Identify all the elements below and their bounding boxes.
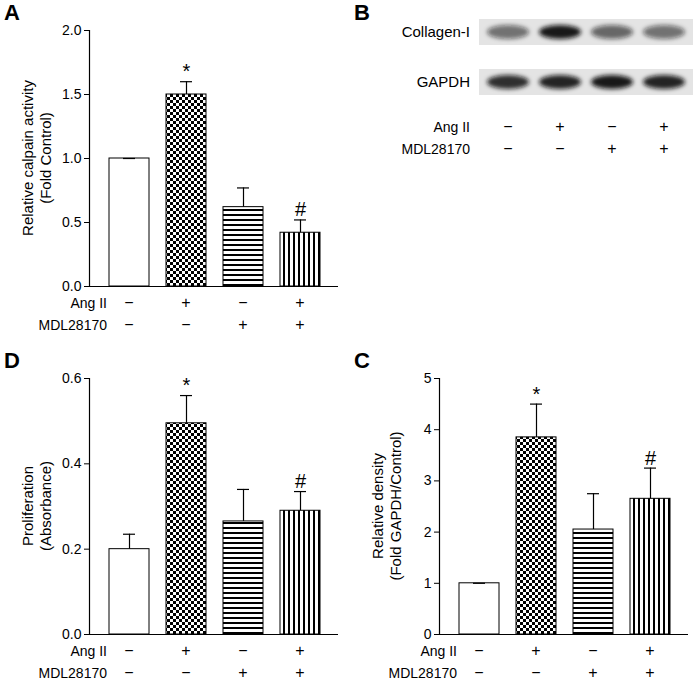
svg-text:+: + (531, 642, 540, 659)
svg-text:*: * (183, 60, 191, 82)
svg-text:0.2: 0.2 (62, 541, 82, 557)
svg-text:+: + (607, 140, 616, 157)
svg-text:−: − (124, 294, 133, 311)
html-text:B: B (354, 0, 370, 25)
svg-text:−: − (238, 294, 247, 311)
svg-text:+: + (645, 642, 654, 659)
svg-text:−: − (555, 140, 564, 157)
svg-text:1.5: 1.5 (62, 86, 82, 102)
svg-text:Ang II: Ang II (70, 295, 107, 311)
svg-text:5: 5 (424, 370, 432, 386)
svg-text:−: − (238, 642, 247, 659)
html-text:D: D (4, 348, 20, 373)
svg-text:+: + (238, 664, 247, 681)
svg-text:+: + (588, 664, 597, 681)
svg-text:Ang II: Ang II (433, 119, 470, 135)
svg-text:+: + (645, 664, 654, 681)
html-text:A: A (4, 0, 20, 25)
svg-text:−: − (474, 664, 483, 681)
svg-text:Collagen-I: Collagen-I (402, 23, 470, 40)
svg-text:0.0: 0.0 (62, 278, 82, 294)
svg-text:Proliferation(Absorbance): Proliferation(Absorbance) (19, 461, 54, 551)
svg-text:+: + (555, 118, 564, 135)
svg-text:+: + (181, 294, 190, 311)
svg-text:1: 1 (424, 575, 432, 591)
svg-text:#: # (645, 447, 657, 469)
svg-text:*: * (183, 374, 191, 396)
svg-text:−: − (503, 118, 512, 135)
svg-text:+: + (295, 294, 304, 311)
svg-text:−: − (588, 642, 597, 659)
svg-text:0: 0 (424, 626, 432, 642)
svg-text:Relative calpain activity(Fold: Relative calpain activity(Fold Control) (19, 80, 54, 236)
svg-text:−: − (607, 118, 616, 135)
svg-text:#: # (295, 198, 307, 220)
svg-text:+: + (659, 140, 668, 157)
svg-text:MDL28170: MDL28170 (389, 665, 458, 681)
svg-text:0.0: 0.0 (62, 626, 82, 642)
svg-text:0.4: 0.4 (62, 455, 82, 471)
svg-text:4: 4 (424, 421, 432, 437)
svg-text:Relative density(Fold GAPDH/Co: Relative density(Fold GAPDH/Control) (369, 431, 404, 580)
svg-text:−: − (124, 316, 133, 333)
svg-text:−: − (474, 642, 483, 659)
svg-text:#: # (295, 470, 307, 492)
svg-text:−: − (181, 316, 190, 333)
svg-text:+: + (295, 316, 304, 333)
svg-text:+: + (659, 118, 668, 135)
svg-text:Ang II: Ang II (70, 643, 107, 659)
svg-text:*: * (533, 383, 541, 405)
svg-text:MDL28170: MDL28170 (39, 665, 108, 681)
svg-text:1.0: 1.0 (62, 150, 82, 166)
svg-text:+: + (295, 664, 304, 681)
svg-text:2: 2 (424, 524, 432, 540)
svg-text:+: + (238, 316, 247, 333)
svg-text:GAPDH: GAPDH (417, 73, 470, 90)
html-text:C: C (354, 348, 370, 373)
svg-text:Ang II: Ang II (420, 643, 457, 659)
svg-text:−: − (503, 140, 512, 157)
svg-text:−: − (181, 664, 190, 681)
svg-text:−: − (531, 664, 540, 681)
svg-text:0.5: 0.5 (62, 214, 82, 230)
svg-text:2.0: 2.0 (62, 22, 82, 38)
svg-text:0.6: 0.6 (62, 370, 82, 386)
svg-text:+: + (295, 642, 304, 659)
svg-text:3: 3 (424, 472, 432, 488)
svg-text:+: + (181, 642, 190, 659)
svg-text:−: − (124, 642, 133, 659)
svg-text:−: − (124, 664, 133, 681)
svg-text:MDL28170: MDL28170 (402, 141, 471, 157)
svg-text:MDL28170: MDL28170 (39, 317, 108, 333)
